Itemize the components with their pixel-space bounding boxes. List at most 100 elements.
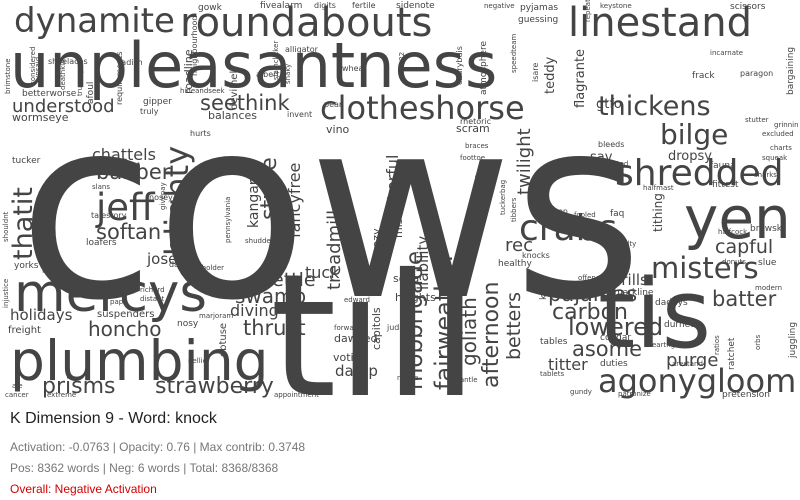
cloud-word: appointment bbox=[274, 391, 319, 399]
cloud-word: slamclicker bbox=[272, 41, 280, 80]
cloud-word: damp bbox=[335, 362, 378, 380]
cloud-word: extreme bbox=[47, 391, 76, 399]
cloud-word: pennsylvania bbox=[224, 197, 232, 243]
cloud-word: beholder bbox=[193, 264, 224, 272]
cloud-word: betters bbox=[503, 292, 525, 360]
cloud-word: papa bbox=[110, 298, 127, 306]
cloud-word: braces bbox=[465, 142, 489, 150]
cloud-word: arestand bbox=[672, 360, 703, 368]
cloud-word: gipper bbox=[143, 97, 172, 107]
cloud-word: betterworse bbox=[22, 89, 77, 99]
cloud-word: tuckerbag bbox=[499, 180, 507, 215]
cloud-word: khazi bbox=[539, 276, 549, 300]
cloud-word: stutter bbox=[745, 116, 769, 124]
cloud-word: earthground bbox=[652, 341, 695, 349]
cloud-word: softan bbox=[96, 220, 161, 244]
cloud-word: speedteam bbox=[510, 34, 518, 73]
cloud-word: gtfo bbox=[596, 97, 622, 112]
cloud-word: tibbers bbox=[510, 197, 518, 222]
cloud-word: squeak bbox=[762, 154, 788, 162]
cloud-word: slans bbox=[92, 183, 110, 191]
cloud-word: loafers bbox=[86, 238, 117, 248]
cloud-word: capful bbox=[715, 236, 773, 258]
cloud-word: nought bbox=[100, 290, 125, 298]
cloud-word: talestory bbox=[91, 211, 127, 220]
cloud-word: nosy bbox=[177, 319, 199, 329]
cloud-word: mishapen bbox=[392, 184, 405, 238]
cloud-word: balances bbox=[208, 109, 257, 122]
cloud-word: halfmast bbox=[643, 184, 674, 192]
cloud-word: grinnin bbox=[774, 121, 799, 129]
cloud-word: cows bbox=[18, 64, 643, 355]
cloud-word: guessing bbox=[518, 15, 558, 25]
cloud-word: keystone bbox=[600, 2, 632, 10]
cloud-word: fancyfree bbox=[285, 163, 304, 238]
cloud-word: crazy bbox=[370, 228, 383, 258]
cloud-word: tis bbox=[598, 260, 711, 370]
cloud-word: plumbing bbox=[10, 329, 269, 393]
word-cloud: cows till tis unpleasantness plumbing roundab… bbox=[0, 0, 800, 400]
cloud-word: python bbox=[540, 207, 568, 216]
cloud-word: radish bbox=[118, 58, 143, 67]
cloud-word: digits bbox=[314, 1, 336, 10]
cloud-word: shudder bbox=[245, 237, 274, 245]
cloud-word: healthy bbox=[498, 259, 532, 269]
cloud-word: orbs bbox=[754, 334, 762, 350]
cloud-word: juggling bbox=[788, 322, 798, 359]
cloud-word: goliath bbox=[457, 297, 481, 366]
cloud-word: thatit bbox=[8, 187, 39, 260]
cloud-word: shredded bbox=[615, 153, 783, 194]
cloud-word: hurts bbox=[190, 129, 211, 138]
cloud-word: dynamite bbox=[14, 1, 175, 41]
cloud-word: incarnate bbox=[710, 49, 743, 57]
cloud-word: dropsy bbox=[668, 149, 712, 164]
cloud-word: clotheshorse bbox=[320, 89, 525, 127]
cloud-word: nettle bbox=[260, 269, 316, 291]
cloud-word: slue bbox=[758, 258, 777, 268]
word-counts: Pos: 8362 words | Neg: 6 words | Total: … bbox=[10, 461, 279, 475]
cloud-word: sharks bbox=[754, 171, 777, 179]
cloud-word: pyjamas bbox=[520, 3, 558, 13]
cloud-word: ratios bbox=[713, 335, 721, 355]
cloud-title: K Dimension 9 - Word: knock bbox=[10, 410, 217, 427]
cloud-word: scram bbox=[456, 122, 490, 135]
cloud-word: mercys bbox=[14, 263, 207, 324]
cloud-word: jeff bbox=[95, 186, 156, 229]
cloud-word: cougar bbox=[600, 333, 631, 343]
cloud-word: purge bbox=[666, 350, 718, 371]
cloud-word: understood bbox=[12, 96, 115, 117]
cloud-word: nellie bbox=[188, 357, 207, 365]
cloud-word: vino bbox=[326, 123, 350, 136]
cloud-word: negative bbox=[484, 2, 515, 10]
cloud-word: tucker bbox=[12, 156, 41, 166]
cloud-word: injustice bbox=[2, 279, 10, 308]
cloud-word: holidays bbox=[10, 306, 73, 324]
cloud-word: kangaroo bbox=[246, 163, 262, 228]
cloud-word: twos bbox=[178, 242, 195, 250]
cloud-word: crabs bbox=[519, 208, 617, 249]
cloud-word: titter bbox=[548, 355, 588, 374]
cloud-word: thickens bbox=[598, 91, 711, 122]
cloud-word: pretension bbox=[722, 390, 770, 400]
cloud-word: yorks bbox=[14, 261, 39, 271]
cloud-word: hideandseek bbox=[180, 87, 226, 95]
cloud-word: soda bbox=[393, 272, 419, 285]
cloud-word: nosey bbox=[149, 193, 173, 202]
cloud-word: faq bbox=[610, 209, 624, 219]
cloud-word: strawberry bbox=[155, 374, 274, 399]
cloud-word: marjoram bbox=[199, 312, 233, 320]
cloud-word: carbon bbox=[552, 300, 628, 325]
cloud-word: lowered bbox=[568, 313, 663, 341]
cloud-word: agonygloom bbox=[598, 362, 796, 400]
cloud-word: joseph bbox=[146, 250, 196, 268]
cloud-word: capitols bbox=[370, 307, 383, 350]
cloud-word: richard bbox=[140, 286, 165, 294]
cloud-word: gowk bbox=[198, 3, 223, 13]
cloud-word: durned bbox=[664, 320, 696, 330]
cloud-word: modern bbox=[755, 284, 782, 292]
cloud-word: fudges bbox=[42, 267, 66, 275]
cloud-word: misters bbox=[651, 251, 759, 285]
cloud-word: charybdis bbox=[455, 46, 464, 85]
cloud-word: fittest bbox=[712, 180, 739, 190]
